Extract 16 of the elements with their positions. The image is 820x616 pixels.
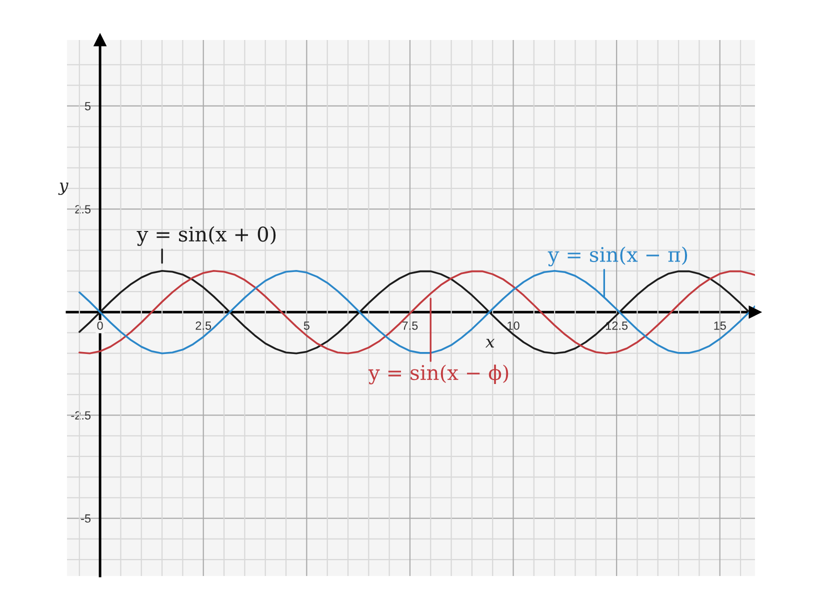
annotation: y = sin(x + 0) <box>136 226 276 246</box>
y-tick-label: 2.5 <box>75 205 91 214</box>
x-tick-label: 2.5 <box>196 321 212 330</box>
x-tick-label: 12.5 <box>606 321 628 330</box>
x-tick-label: 5 <box>304 322 310 330</box>
y-tick-label: 5 <box>84 102 91 110</box>
y-axis-title: y <box>58 182 68 195</box>
x-tick-label: 10 <box>508 321 520 330</box>
x-tick-label: 7.5 <box>402 322 418 330</box>
y-tick-label: -2.5 <box>71 411 91 420</box>
annotation: y = sin(x − ϕ) <box>368 364 508 384</box>
x-tick-label: 0 <box>97 321 103 330</box>
y-tick-label: -5 <box>81 514 91 523</box>
x-tick-label: 15 <box>714 322 726 330</box>
annotation: y = sin(x − π) <box>548 246 688 266</box>
x-axis-title: x <box>485 338 495 348</box>
